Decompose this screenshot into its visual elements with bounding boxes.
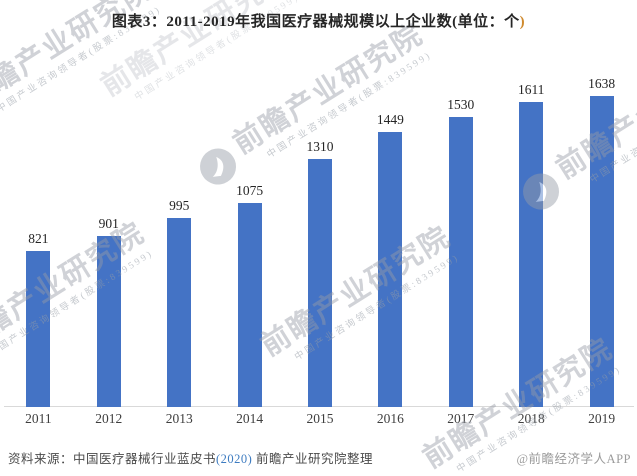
- x-axis-label: 2015: [306, 411, 334, 426]
- chart-title: 图表3：2011-2019年我国医疗器械规模以上企业数(单位：个): [0, 10, 637, 31]
- x-axis-label: 2018: [517, 411, 545, 426]
- x-axis-label: 2011: [25, 411, 52, 426]
- bar: [378, 132, 403, 407]
- bar-value-label: 1530: [447, 97, 475, 112]
- x-axis-label: 2019: [588, 411, 616, 426]
- bar-value-label: 1638: [588, 76, 616, 91]
- credit-note: @前瞻经济学人APP: [516, 452, 631, 466]
- bar: [308, 159, 332, 407]
- bar: [167, 218, 192, 407]
- source-year: (2020): [216, 452, 253, 466]
- bar: [448, 117, 473, 407]
- source-prefix: 资料来源：中国医疗器械行业蓝皮书: [8, 452, 217, 466]
- bar-value-label: 1611: [517, 82, 545, 97]
- x-axis-label: 2013: [165, 411, 193, 426]
- bar-value-label: 1449: [376, 112, 404, 127]
- bar: [26, 251, 51, 407]
- x-axis-label: 2016: [376, 411, 404, 426]
- chart-title-text: 图表3：2011-2019年我国医疗器械规模以上企业数(单位：个: [111, 14, 520, 30]
- bar: [519, 102, 544, 407]
- source-suffix: 前瞻产业研究院整理: [252, 452, 373, 466]
- x-axis-label: 2017: [447, 411, 475, 426]
- bar: [589, 96, 614, 407]
- chart-title-paren: ): [519, 14, 526, 30]
- bar-value-label: 1310: [306, 139, 334, 154]
- source-note: 资料来源：中国医疗器械行业蓝皮书(2020) 前瞻产业研究院整理: [8, 448, 373, 467]
- bar-value-label: 995: [169, 198, 190, 213]
- x-axis-label: 2014: [236, 411, 264, 426]
- x-axis-label: 2012: [95, 411, 123, 426]
- chart-footer: 资料来源：中国医疗器械行业蓝皮书(2020) 前瞻产业研究院整理 @前瞻经济学人…: [8, 448, 631, 467]
- bar: [237, 203, 262, 407]
- bar: [96, 236, 121, 407]
- bar-value-label: 1075: [236, 183, 264, 198]
- bar-value-label: 901: [98, 216, 119, 231]
- bar-value-label: 821: [28, 231, 49, 246]
